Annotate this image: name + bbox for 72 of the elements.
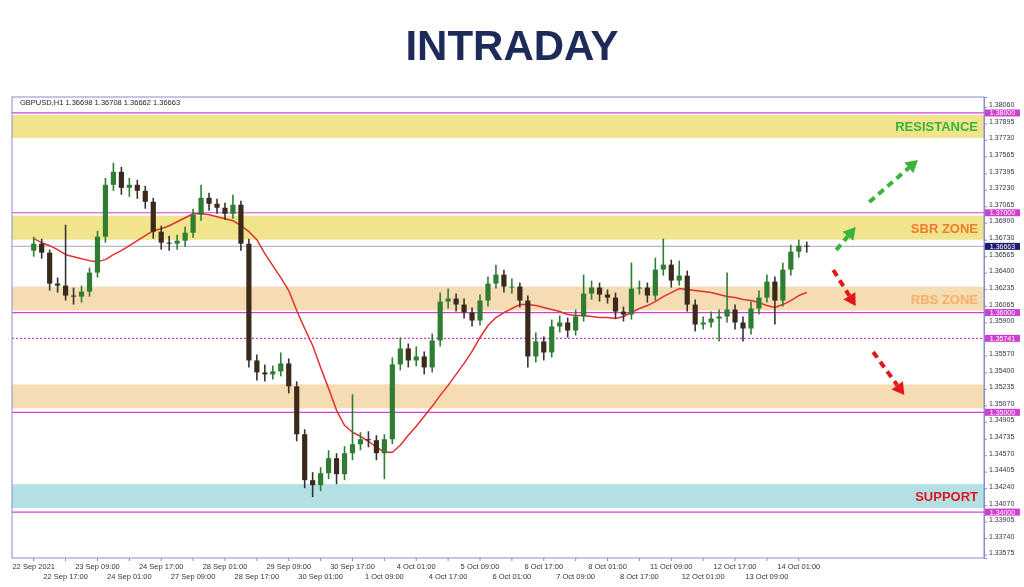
candlestick	[134, 179, 140, 200]
candlestick	[692, 298, 698, 333]
candlestick	[708, 310, 714, 329]
band-label: SBR ZONE	[910, 220, 979, 236]
candlestick	[772, 275, 778, 326]
candlestick	[118, 166, 124, 196]
candlestick	[405, 342, 411, 369]
candlestick	[756, 289, 762, 316]
candlestick	[126, 177, 132, 198]
candlestick	[198, 184, 204, 222]
candlestick	[461, 297, 467, 320]
band-label: SUPPORT	[915, 489, 979, 505]
candlestick	[573, 308, 579, 337]
candlestick	[262, 363, 268, 383]
candlestick	[86, 266, 93, 298]
band-label: RESISTANCE	[895, 119, 979, 135]
candlestick	[541, 335, 547, 362]
candlestick	[166, 234, 172, 252]
candlestick	[333, 452, 340, 485]
candlestick	[724, 271, 730, 324]
candlestick	[278, 351, 284, 378]
candlestick	[349, 393, 356, 462]
candlestick	[110, 162, 116, 192]
candlestick	[533, 331, 539, 364]
candlestick	[421, 350, 427, 376]
candlestick	[501, 268, 507, 294]
candlestick	[214, 197, 220, 215]
candlestick	[469, 306, 475, 328]
candlestick	[270, 364, 276, 381]
candlestick	[644, 281, 650, 304]
candlestick	[142, 185, 148, 210]
band-label: RBS ZONE	[910, 291, 979, 307]
candlestick	[676, 259, 682, 287]
candlestick	[596, 281, 603, 303]
candlestick	[764, 273, 770, 304]
candlestick	[190, 207, 196, 239]
candlestick	[493, 263, 499, 290]
candlestick	[341, 445, 348, 481]
candlestick	[318, 466, 324, 492]
candlestick	[668, 258, 674, 289]
candlestick	[612, 291, 619, 320]
candlestick	[254, 353, 260, 382]
candlestick	[732, 303, 738, 331]
candlestick	[39, 237, 45, 260]
candlestick	[477, 293, 483, 327]
candlestick	[788, 243, 794, 277]
chart-title: INTRADAY	[405, 22, 619, 69]
candlestick	[286, 357, 292, 395]
candlestick	[174, 233, 180, 251]
candlestick	[310, 471, 316, 498]
candlestick	[31, 235, 37, 258]
candlestick	[381, 433, 387, 480]
candlestick	[748, 300, 754, 336]
candlestick	[397, 336, 403, 372]
candlestick	[63, 223, 69, 302]
candlestick	[509, 277, 515, 295]
candlestick	[158, 224, 164, 251]
candlestick	[700, 315, 706, 331]
candlestick	[485, 275, 491, 308]
candlestick	[740, 315, 746, 343]
candlestick	[581, 273, 587, 323]
candlestick	[230, 193, 236, 220]
candlestick	[517, 281, 523, 309]
candlestick	[182, 225, 188, 248]
candlestick	[660, 237, 666, 277]
candlestick	[589, 279, 595, 301]
candlestick	[716, 308, 722, 343]
candlestick	[326, 449, 332, 480]
candlestick	[445, 287, 451, 310]
candlestick	[804, 240, 810, 254]
candlestick	[373, 434, 379, 462]
candlestick	[413, 345, 419, 368]
